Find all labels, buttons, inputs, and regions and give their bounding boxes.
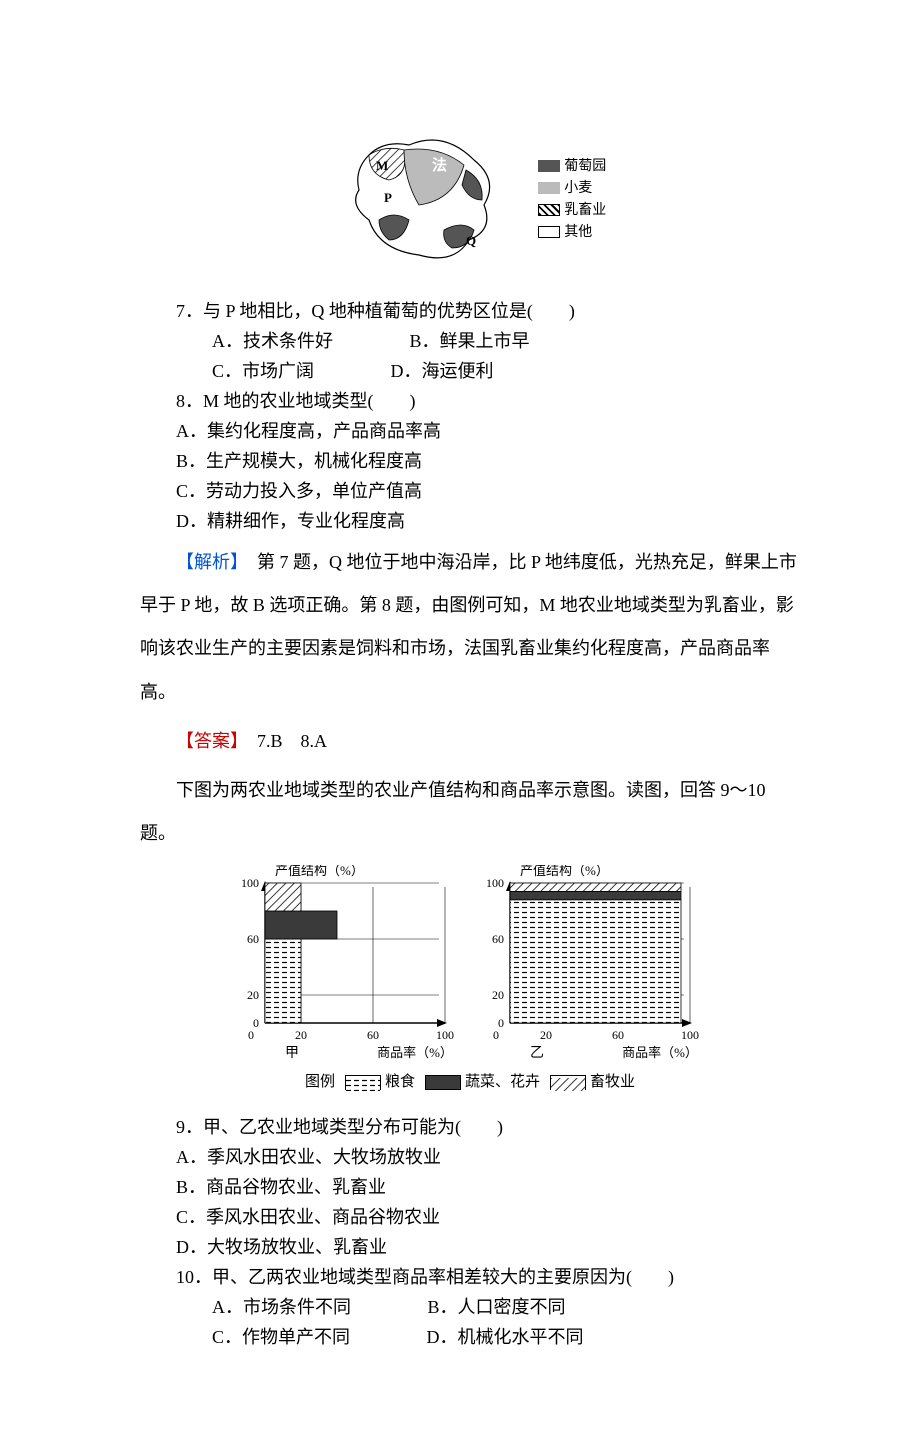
q8-option-b: B．生产规模大，机械化程度高 <box>140 448 800 475</box>
q10-options-ab: A．市场条件不同 B．人口密度不同 <box>140 1294 800 1321</box>
svg-text:20: 20 <box>247 988 259 1002</box>
legend-item: 乳畜业 <box>538 200 606 221</box>
svg-text:甲: 甲 <box>285 1046 299 1061</box>
answer-label: 【答案】 <box>176 731 239 751</box>
map-label-country-top: 法 <box>432 156 447 174</box>
q7-option-a: A．技术条件好 <box>176 328 333 355</box>
legend-label: 粮食 <box>385 1074 415 1090</box>
figure-two-charts: 产值结构（%）0206010020601000甲商品率（%）产值结构（%）020… <box>140 865 800 1094</box>
map-label-q: Q <box>466 233 476 248</box>
legend-swatch <box>538 204 560 216</box>
legend-label: 乳畜业 <box>564 200 606 221</box>
q7-option-c: C．市场广阔 <box>176 358 314 385</box>
q10-option-d: D．机械化水平不同 <box>391 1324 584 1351</box>
legend-item: 其他 <box>538 222 606 243</box>
legend-label: 畜牧业 <box>590 1074 635 1090</box>
svg-text:商品率（%）: 商品率（%） <box>622 1045 698 1060</box>
q10-option-a: A．市场条件不同 <box>176 1294 351 1321</box>
svg-text:乙: 乙 <box>530 1045 544 1061</box>
answer-7-8: 【答案】 7.B 8.A <box>140 720 800 763</box>
france-map-legend: 葡萄园小麦乳畜业其他 <box>538 155 606 244</box>
svg-text:60: 60 <box>612 1028 624 1042</box>
svg-text:60: 60 <box>492 932 504 946</box>
map-label-country-bottom: 国 <box>424 212 439 229</box>
svg-text:100: 100 <box>436 1028 454 1042</box>
analysis-7-8: 【解析】 第 7 题，Q 地位于地中海沿岸，比 P 地纬度低，光热充足，鲜果上市… <box>140 541 800 714</box>
q9-option-b: B．商品谷物农业、乳畜业 <box>140 1174 800 1201</box>
legend-label: 其他 <box>564 222 592 243</box>
q8-option-c: C．劳动力投入多，单位产值高 <box>140 478 800 505</box>
svg-text:20: 20 <box>492 988 504 1002</box>
q8-stem: 8．M 地的农业地域类型( ) <box>140 388 800 415</box>
svg-text:产值结构（%）: 产值结构（%） <box>520 865 609 878</box>
q9-stem: 9．甲、乙农业地域类型分布可能为( ) <box>140 1114 800 1141</box>
svg-text:60: 60 <box>247 932 259 946</box>
legend-item: 畜牧业 <box>550 1074 635 1090</box>
svg-text:20: 20 <box>540 1028 552 1042</box>
svg-text:20: 20 <box>295 1028 307 1042</box>
q8-option-d: D．精耕细作，专业化程度高 <box>140 508 800 535</box>
q7-options-ab: A．技术条件好 B．鲜果上市早 <box>140 328 800 355</box>
legend-item: 小麦 <box>538 178 606 199</box>
svg-text:0: 0 <box>493 1028 499 1042</box>
legend-title: 图例 <box>305 1074 335 1090</box>
svg-text:商品率（%）: 商品率（%） <box>377 1045 453 1060</box>
svg-text:0: 0 <box>248 1028 254 1042</box>
legend-label: 小麦 <box>564 178 592 199</box>
figure-france-map: 法 国 M P Q 葡萄园小麦乳畜业其他 <box>140 120 800 278</box>
q7-option-d: D．海运便利 <box>355 358 494 385</box>
map-label-p: P <box>384 190 392 205</box>
analysis-label: 【解析】 <box>176 552 239 572</box>
legend-item: 蔬菜、花卉 <box>425 1074 540 1090</box>
chart-legend-row: 图例 粮食 蔬菜、花卉 畜牧业 <box>140 1071 800 1094</box>
q7-option-b: B．鲜果上市早 <box>374 328 530 355</box>
q8-option-a: A．集约化程度高，产品商品率高 <box>140 418 800 445</box>
svg-text:100: 100 <box>681 1028 699 1042</box>
legend-label: 蔬菜、花卉 <box>465 1074 540 1090</box>
q10-option-c: C．作物单产不同 <box>176 1324 350 1351</box>
legend-swatch <box>538 226 560 238</box>
q10-option-b: B．人口密度不同 <box>392 1294 566 1321</box>
legend-swatch <box>538 160 560 172</box>
map-label-m: M <box>376 158 388 173</box>
legend-swatch <box>538 182 560 194</box>
q10-stem: 10．甲、乙两农业地域类型商品率相差较大的主要原因为( ) <box>140 1264 800 1291</box>
q10-options-cd: C．作物单产不同 D．机械化水平不同 <box>140 1324 800 1351</box>
svg-text:产值结构（%）: 产值结构（%） <box>275 865 364 878</box>
svg-text:60: 60 <box>367 1028 379 1042</box>
legend-item: 葡萄园 <box>538 156 606 177</box>
q9-option-a: A．季风水田农业、大牧场放牧业 <box>140 1144 800 1171</box>
intro-9-10: 下图为两农业地域类型的农业产值结构和商品率示意图。读图，回答 9～10 题。 <box>140 769 800 855</box>
q7-options-cd: C．市场广阔 D．海运便利 <box>140 358 800 385</box>
svg-text:100: 100 <box>241 876 259 890</box>
answer-text: 7.B 8.A <box>239 731 327 751</box>
q7-stem: 7．与 P 地相比，Q 地种植葡萄的优势区位是( ) <box>140 298 800 325</box>
q9-option-d: D．大牧场放牧业、乳畜业 <box>140 1234 800 1261</box>
svg-text:100: 100 <box>486 876 504 890</box>
legend-label: 葡萄园 <box>564 156 606 177</box>
france-map-svg: 法 国 M P Q <box>334 120 524 278</box>
analysis-text: 第 7 题，Q 地位于地中海沿岸，比 P 地纬度低，光热充足，鲜果上市早于 P … <box>140 552 797 702</box>
legend-item: 粮食 <box>345 1074 415 1090</box>
q9-option-c: C．季风水田农业、商品谷物农业 <box>140 1204 800 1231</box>
